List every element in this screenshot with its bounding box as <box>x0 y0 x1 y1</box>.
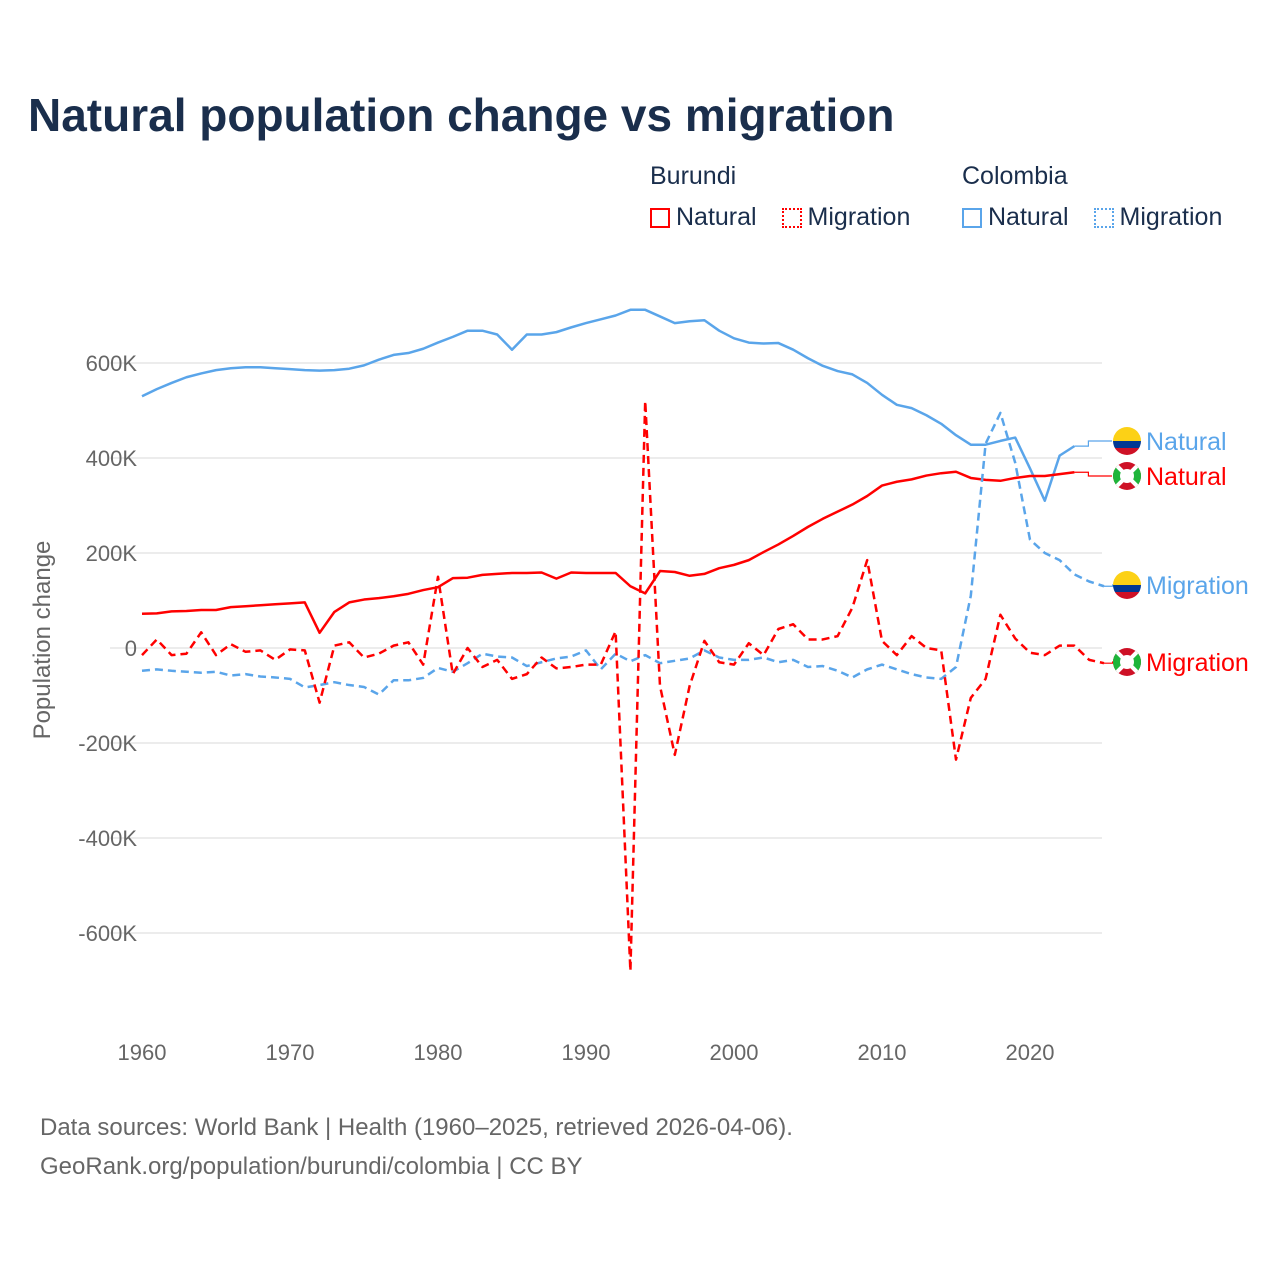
legend-group-title: Burundi <box>650 162 737 190</box>
legend-item-colombia-migration[interactable]: Migration <box>1093 203 1223 232</box>
label-connector <box>1074 471 1112 477</box>
series-end-label: Natural <box>1146 428 1227 456</box>
series-line-colombia-migration <box>141 411 1105 696</box>
series-end-label: Natural <box>1146 463 1227 491</box>
chart-title: Natural population change vs migration <box>28 89 895 141</box>
burundi-flag-icon <box>1113 648 1141 676</box>
x-tick-label: 1990 <box>562 1040 611 1065</box>
solid-swatch-icon <box>962 207 982 228</box>
x-tick-label: 1970 <box>266 1040 315 1065</box>
x-tick-label: 2010 <box>858 1040 907 1065</box>
y-tick-label: -600K <box>78 921 137 946</box>
footer: Data sources: World Bank | Health (1960–… <box>40 1108 793 1186</box>
x-tick-label: 2000 <box>710 1040 759 1065</box>
legend-label: Natural <box>676 203 757 231</box>
label-connector <box>1074 440 1112 447</box>
y-tick-label: 400K <box>86 446 138 471</box>
flag-stripe <box>1113 441 1141 448</box>
y-tick-label: -400K <box>78 826 137 851</box>
legend-group-burundi: Burundi Natural Migration <box>650 162 928 235</box>
data-source-text: Data sources: World Bank | Health (1960–… <box>40 1114 793 1141</box>
legend-label: Migration <box>807 203 911 231</box>
flag-stripe <box>1113 427 1141 441</box>
legend-item-burundi-natural[interactable]: Natural <box>650 203 757 232</box>
flag-stripe <box>1113 448 1141 455</box>
x-tick-label: 1980 <box>414 1040 463 1065</box>
series-line-burundi-migration <box>141 399 1105 973</box>
legend-label: Natural <box>988 203 1069 231</box>
series-line-burundi-natural <box>141 470 1075 635</box>
flag-stripe <box>1113 571 1141 585</box>
x-tick-label: 1960 <box>118 1040 167 1065</box>
legend-label: Migration <box>1119 203 1223 231</box>
legend-group-colombia: Colombia Natural Migration <box>962 162 1222 235</box>
series-line-colombia-natural <box>141 308 1076 502</box>
solid-swatch-icon <box>650 207 670 228</box>
legend-group-title: Colombia <box>962 162 1068 190</box>
dotted-swatch-icon <box>781 207 802 228</box>
y-axis-label: Population change <box>29 541 56 740</box>
y-tick-label: 0 <box>125 636 137 661</box>
flag-stripe <box>1113 592 1141 599</box>
y-tick-label: 200K <box>86 541 138 566</box>
flag-disc <box>1120 469 1134 483</box>
legend-item-burundi-migration[interactable]: Migration <box>781 203 911 232</box>
y-tick-label: -200K <box>78 731 137 756</box>
dotted-swatch-icon <box>1093 207 1114 228</box>
colombia-flag-icon <box>1113 571 1141 599</box>
series-end-label: Migration <box>1146 649 1249 677</box>
y-tick-label: 600K <box>86 351 138 376</box>
series-end-label: Migration <box>1146 572 1249 600</box>
flag-stripe <box>1113 585 1141 592</box>
colombia-flag-icon <box>1113 427 1141 455</box>
flag-disc <box>1120 655 1134 669</box>
x-tick-label: 2020 <box>1006 1040 1055 1065</box>
attribution-link[interactable]: GeoRank.org/population/burundi/colombia … <box>40 1153 583 1180</box>
legend-item-colombia-natural[interactable]: Natural <box>962 203 1069 232</box>
burundi-flag-icon <box>1113 462 1141 490</box>
